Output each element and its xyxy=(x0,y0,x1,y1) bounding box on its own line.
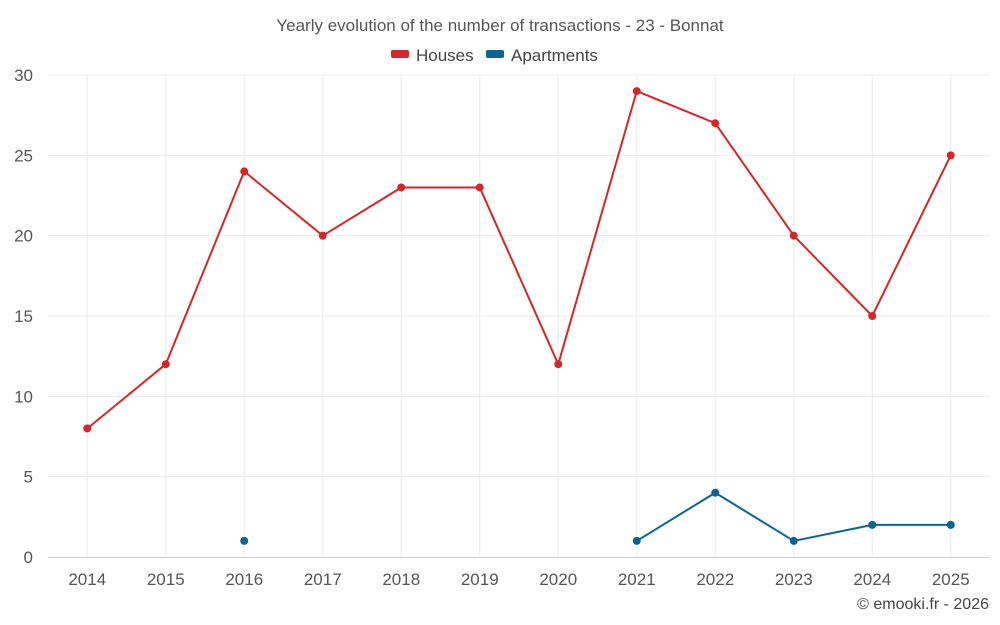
data-point-houses-2022[interactable] xyxy=(711,119,720,128)
data-point-houses-2023[interactable] xyxy=(789,231,798,240)
data-point-houses-2017[interactable] xyxy=(318,231,327,240)
legend: Houses Apartments xyxy=(391,46,598,65)
legend-label-houses: Houses xyxy=(416,46,474,65)
y-tick-label: 15 xyxy=(14,307,33,326)
data-point-houses-2025[interactable] xyxy=(946,151,955,160)
data-point-houses-2016[interactable] xyxy=(240,167,249,176)
y-tick-label: 25 xyxy=(14,146,33,165)
x-tick-label: 2018 xyxy=(382,570,420,589)
data-point-houses-2024[interactable] xyxy=(868,312,877,320)
x-tick-label: 2014 xyxy=(68,570,106,589)
legend-label-apartments: Apartments xyxy=(511,46,598,65)
x-tick-label: 2021 xyxy=(618,570,656,589)
y-tick-label: 5 xyxy=(24,468,33,487)
series-line-houses xyxy=(86,90,952,430)
data-point-apartments-2025[interactable] xyxy=(946,520,955,529)
data-point-houses-2015[interactable] xyxy=(161,360,170,369)
legend-swatch-apartments xyxy=(486,50,504,58)
y-tick-label: 30 xyxy=(14,66,33,85)
x-tick-label: 2019 xyxy=(461,570,499,589)
x-tick-label: 2023 xyxy=(775,570,813,589)
x-tick-label: 2025 xyxy=(932,570,970,589)
legend-item-houses[interactable]: Houses xyxy=(391,46,474,65)
y-tick-label: 20 xyxy=(14,227,33,246)
y-tick-label: 0 xyxy=(24,548,33,567)
data-point-houses-2018[interactable] xyxy=(397,183,406,192)
legend-item-apartments[interactable]: Apartments xyxy=(486,46,598,65)
data-point-houses-2019[interactable] xyxy=(475,183,484,192)
x-tick-label: 2020 xyxy=(539,570,577,589)
y-axis-ticks: 0 5 10 15 20 25 30 xyxy=(14,66,33,567)
legend-swatch-houses xyxy=(391,50,409,58)
credit-text: © emooki.fr - 2026 xyxy=(857,596,989,613)
data-point-houses-2021[interactable] xyxy=(632,87,641,96)
data-point-apartments-2022[interactable] xyxy=(711,488,720,497)
x-tick-label: 2015 xyxy=(147,570,185,589)
data-point-apartments-2016[interactable] xyxy=(240,536,249,545)
y-tick-label: 10 xyxy=(14,387,33,406)
data-point-houses-2014[interactable] xyxy=(83,424,92,433)
x-tick-label: 2024 xyxy=(853,570,891,589)
gridlines xyxy=(48,74,990,557)
data-point-apartments-2023[interactable] xyxy=(789,536,798,545)
x-axis-ticks: 2014 2015 2016 2017 2018 2019 2020 2021 2022 2023… xyxy=(68,570,969,589)
series-layer xyxy=(83,87,955,545)
x-tick-label: 2022 xyxy=(696,570,734,589)
data-point-apartments-2024[interactable] xyxy=(868,520,877,529)
series-houses xyxy=(83,87,955,433)
x-tick-label: 2016 xyxy=(225,570,263,589)
data-point-houses-2020[interactable] xyxy=(554,360,563,369)
x-tick-label: 2017 xyxy=(304,570,342,589)
data-point-apartments-2021[interactable] xyxy=(632,536,641,545)
chart-title: Yearly evolution of the number of transa… xyxy=(276,16,724,35)
series-apartments xyxy=(240,488,955,545)
